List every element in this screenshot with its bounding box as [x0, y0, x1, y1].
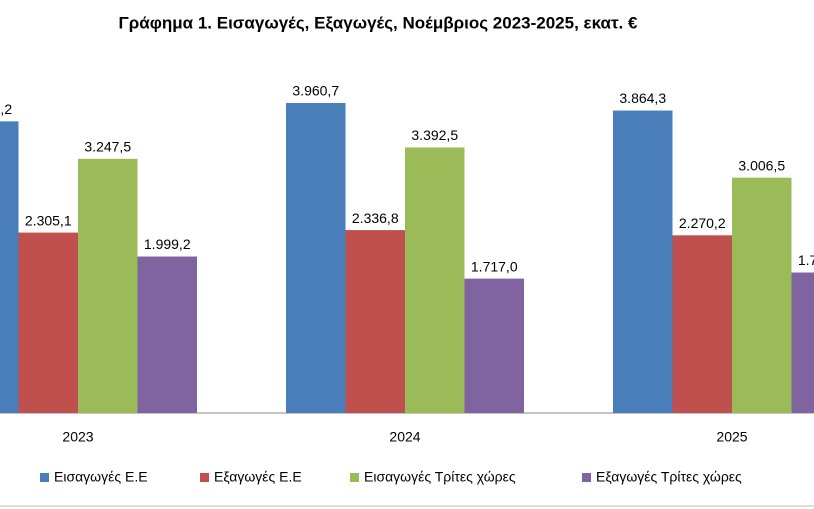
bar	[672, 235, 732, 413]
bar	[345, 230, 405, 413]
x-tick-label: 2023	[62, 429, 93, 445]
bar	[791, 272, 814, 413]
data-label: 1.795,0	[798, 252, 814, 268]
data-label: 3.247,5	[84, 139, 131, 155]
data-label: 2.270,2	[679, 215, 726, 231]
data-label: 2.336,8	[352, 210, 399, 226]
legend-label: Εισαγωγές Ε.Ε	[54, 469, 148, 485]
bar	[18, 232, 78, 413]
legend-swatch	[40, 473, 49, 482]
legend-label: Εξαγωγές Ε.Ε	[214, 469, 302, 485]
legend-label: Εξαγωγές Τρίτες χώρες	[596, 469, 742, 485]
data-label: 2.305,1	[25, 212, 72, 228]
bar	[286, 103, 346, 413]
bar	[78, 158, 138, 413]
x-tick-label: 2025	[716, 429, 747, 445]
bar	[137, 256, 197, 413]
data-label: 3.392,5	[411, 127, 458, 143]
legend-swatch	[200, 473, 209, 482]
bar	[464, 278, 524, 413]
bar	[613, 110, 673, 413]
x-tick-label: 2024	[389, 429, 420, 445]
data-label: 1.717,0	[471, 258, 518, 274]
data-label: 3.726,2	[0, 101, 12, 117]
legend-swatch	[350, 473, 359, 482]
data-label: 3.864,3	[619, 90, 666, 106]
bar	[405, 147, 465, 413]
legend-label: Εισαγωγές Τρίτες χώρες	[364, 469, 516, 485]
data-label: 3.960,7	[292, 83, 339, 99]
data-label: 3.006,5	[738, 157, 785, 173]
chart-title: Γράφημα 1. Εισαγωγές, Εξαγωγές, Νοέμβριο…	[119, 13, 638, 32]
bar	[0, 121, 19, 414]
legend-swatch	[582, 473, 591, 482]
data-label: 1.999,2	[144, 236, 191, 252]
bar	[732, 177, 792, 413]
